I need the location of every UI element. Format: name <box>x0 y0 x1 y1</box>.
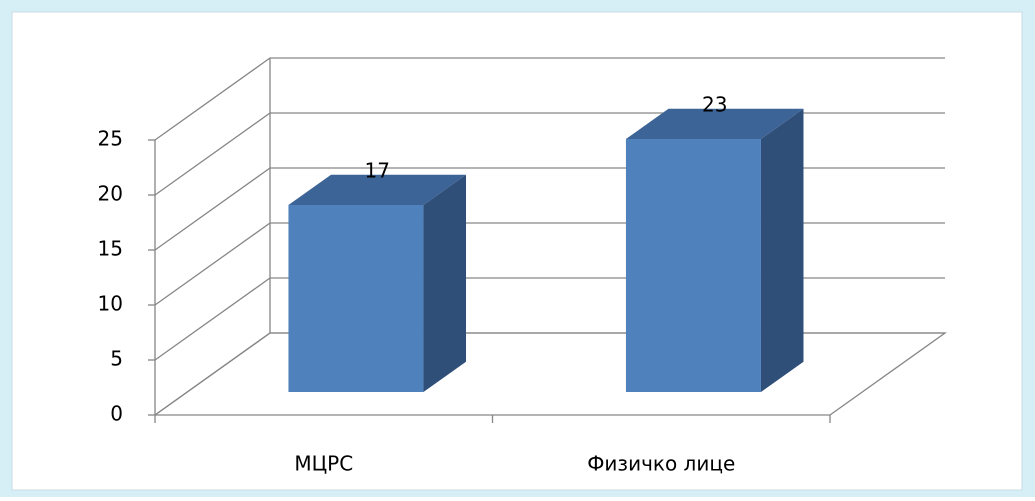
y-tick-label: 15 <box>98 237 123 261</box>
bar-side <box>423 174 466 393</box>
panel <box>11 11 1023 491</box>
data-label: 17 <box>364 158 389 182</box>
y-tick-label: 0 <box>110 402 123 426</box>
bar <box>288 205 424 393</box>
bar-side <box>760 108 804 393</box>
grid-line <box>154 57 945 141</box>
y-tick-label: 25 <box>98 127 123 151</box>
x-tick-label: Физичко лице <box>587 452 735 476</box>
y-tick-label: 5 <box>110 347 123 371</box>
bar-top <box>625 108 804 140</box>
bar-top <box>288 174 466 206</box>
bar <box>625 139 761 393</box>
x-tick-label: МЦРС <box>294 452 353 476</box>
y-tick-label: 20 <box>98 182 123 206</box>
data-label: 23 <box>702 92 727 116</box>
y-tick-label: 10 <box>98 292 123 316</box>
